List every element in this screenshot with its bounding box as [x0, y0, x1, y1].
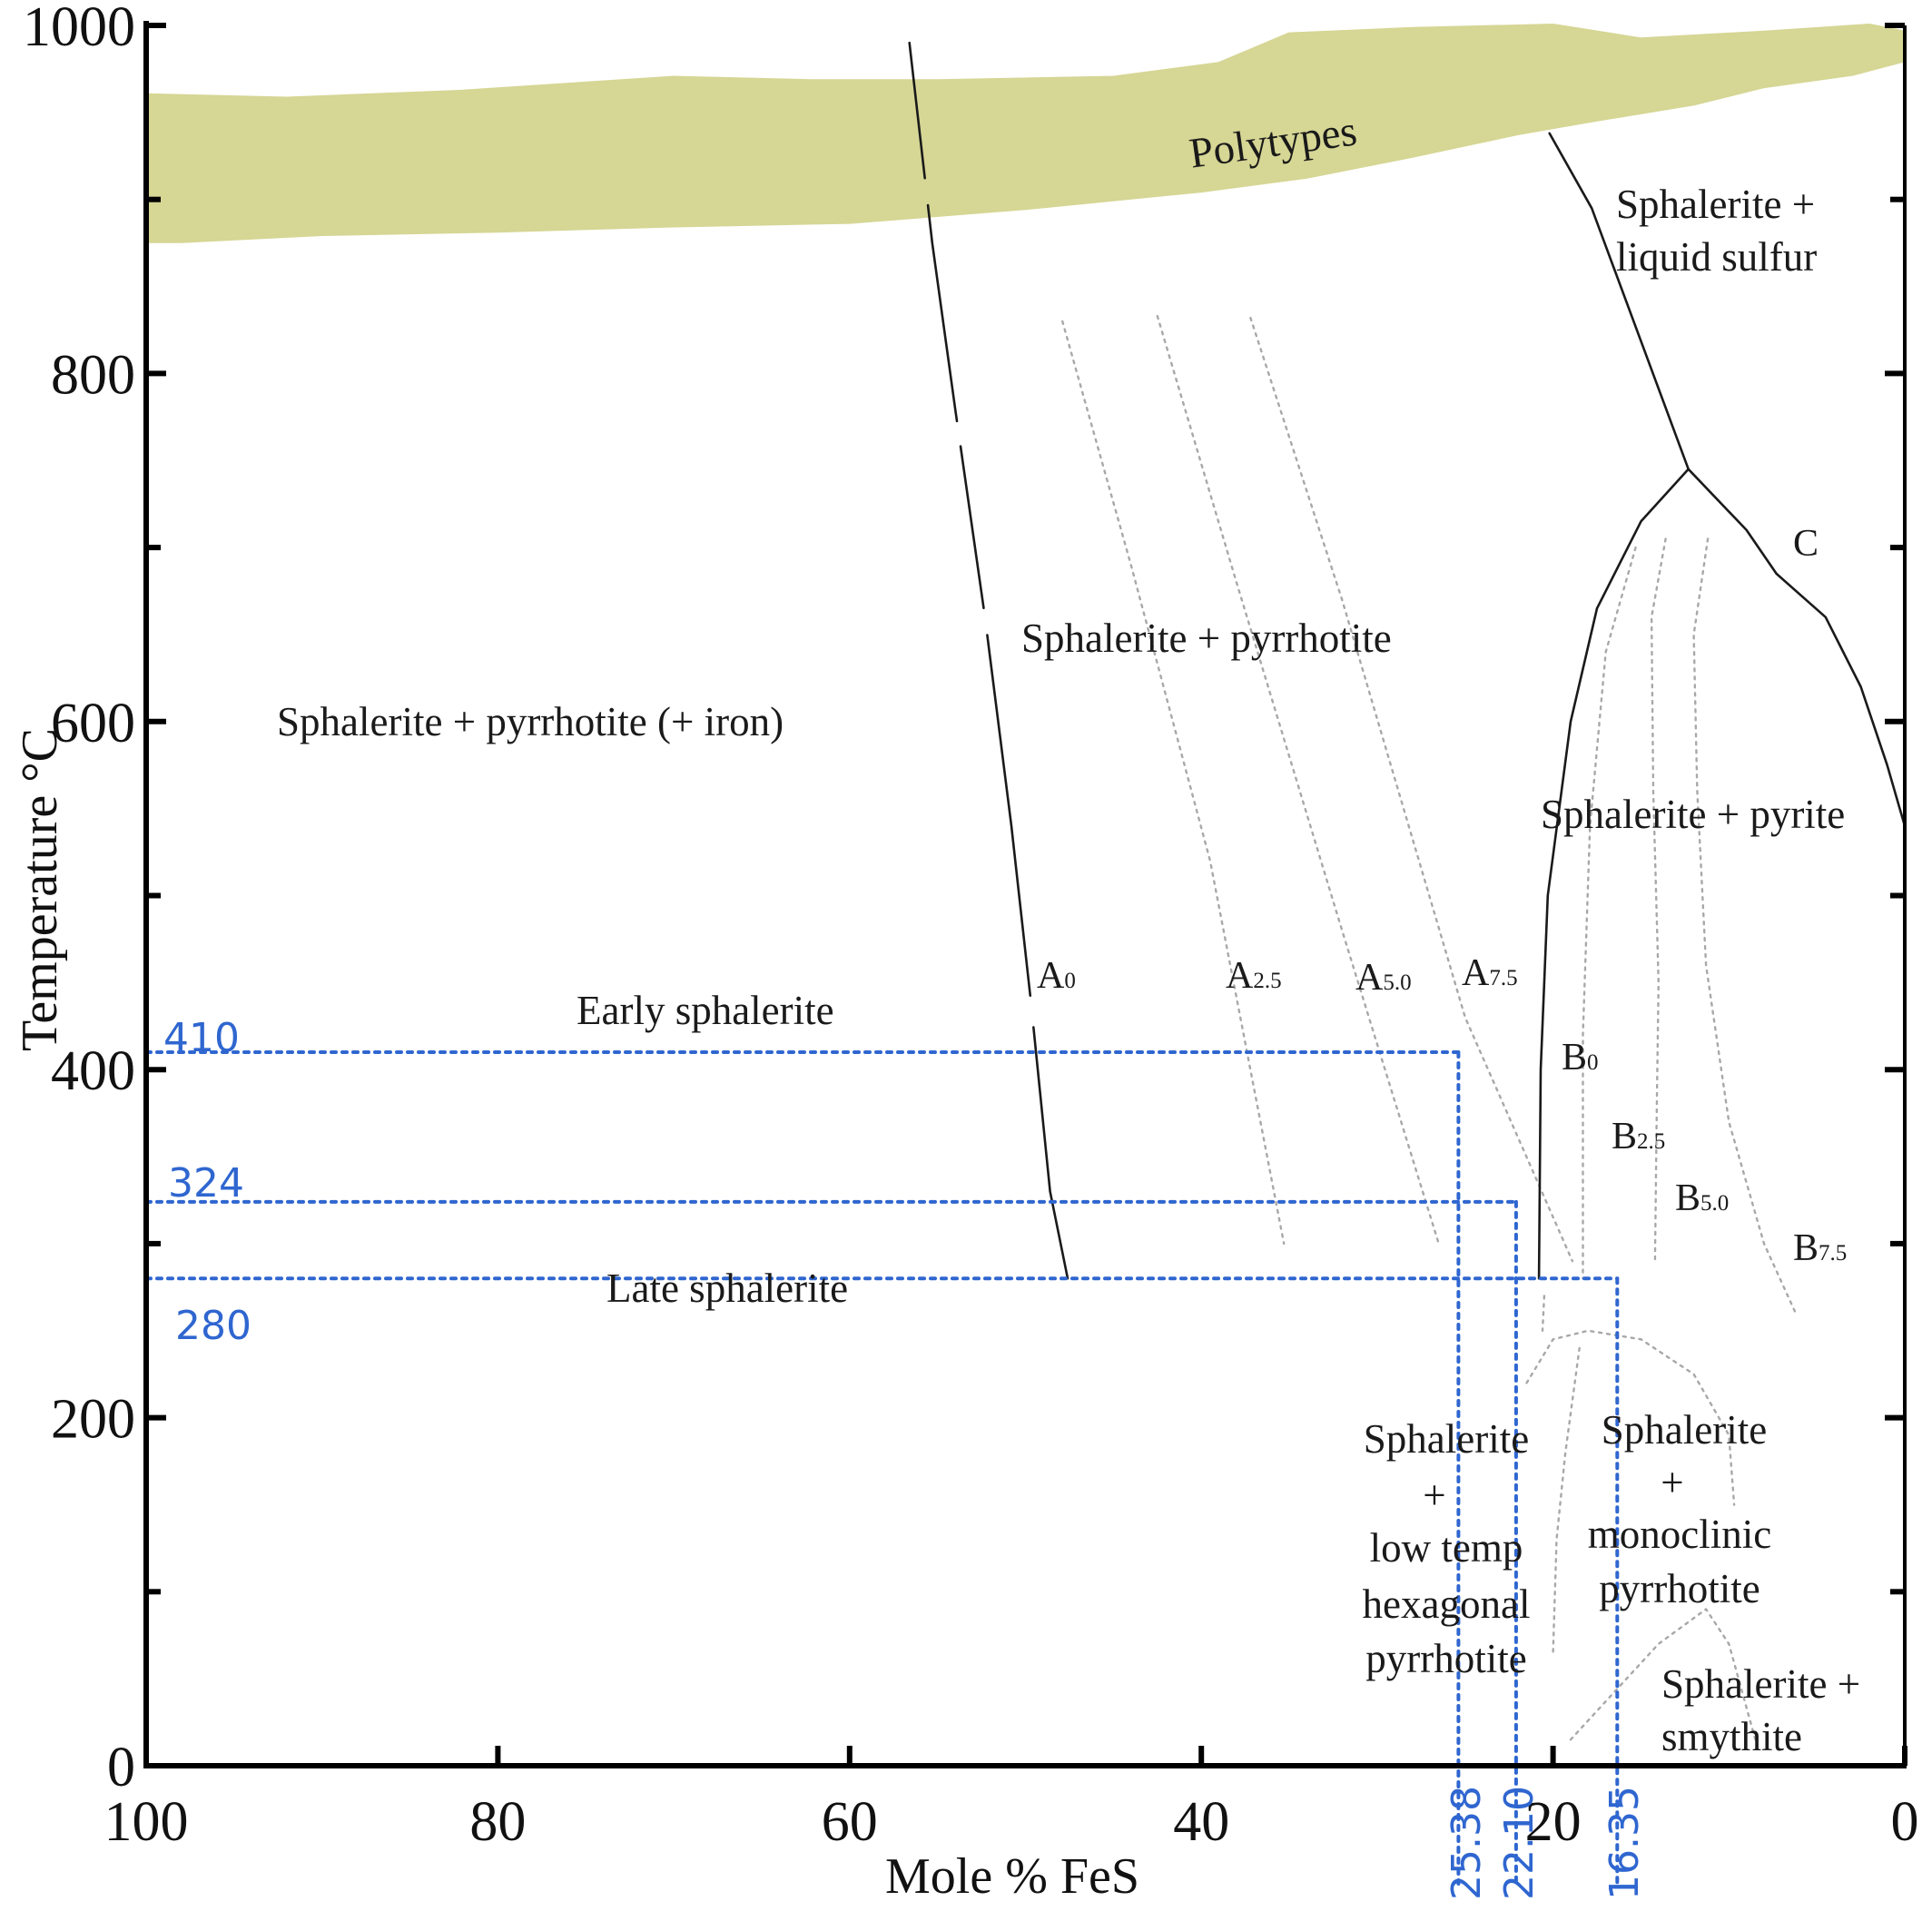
monoclinic-region-label-line2: + [1661, 1460, 1683, 1505]
y-tick-label-600: 600 [51, 693, 135, 754]
monoclinic-region-label-line1: Sphalerite [1602, 1407, 1767, 1453]
curve-b7-5 [1692, 537, 1798, 1315]
hexagonal-region-label-line5: pyrrhotite [1365, 1636, 1526, 1681]
curve-a2-5 [1061, 320, 1286, 1246]
curve-b0-label: B0 [1562, 1037, 1599, 1079]
y-tick-label-400: 400 [51, 1040, 135, 1102]
axis-frame [143, 21, 1907, 1768]
y-tick-label-200: 200 [51, 1389, 135, 1451]
x-axis-title: Mole % FeS [885, 1848, 1139, 1905]
liquid-sulfur-label-line1: Sphalerite + [1616, 182, 1815, 227]
x-tick-label-80: 80 [469, 1791, 526, 1853]
curve-b5-0 [1650, 537, 1667, 1263]
hexagonal-region-label-line2: + [1423, 1473, 1445, 1518]
early-sphalerite-label: Early sphalerite [577, 988, 834, 1033]
curve-b7-5-label: B7.5 [1793, 1227, 1847, 1269]
ref-fes-22-10-label: 22.10 [1496, 1786, 1543, 1900]
curve-a7-5 [1249, 316, 1574, 1263]
late-sphalerite-label: Late sphalerite [606, 1266, 848, 1311]
smythite-region-label-line1: Sphalerite + [1661, 1661, 1860, 1707]
pyrrhotite-region-label: Sphalerite + pyrrhotite [1021, 616, 1392, 661]
hexagonal-region-label-line3: low temp [1370, 1525, 1523, 1571]
hexagonal-region-label-line4: hexagonal [1363, 1581, 1531, 1627]
curve-a7-5-label: A7.5 [1462, 952, 1518, 994]
curve-c-label: C [1793, 523, 1819, 565]
x-tick-label-100: 100 [104, 1791, 189, 1853]
x-tick-label-20: 20 [1525, 1791, 1582, 1853]
ref-temp-324-label: 324 [168, 1160, 244, 1207]
pyrrhotite-iron-region-label: Sphalerite + pyrrhotite (+ iron) [277, 699, 784, 744]
monoclinic-region-label-line4: pyrrhotite [1599, 1566, 1760, 1611]
smythite-region-label-line2: smythite [1661, 1714, 1802, 1759]
curve-c [1548, 132, 1907, 828]
y-tick-label-800: 800 [51, 344, 135, 406]
x-tick-label-40: 40 [1173, 1791, 1229, 1853]
polytypes-band [144, 24, 1907, 243]
hexagonal-region-label-line1: Sphalerite [1364, 1416, 1529, 1462]
ref-fes-16-35-label: 16.35 [1602, 1786, 1648, 1900]
curve-b5-0-label: B5.0 [1675, 1177, 1729, 1219]
curve-a5-0-label: A5.0 [1355, 957, 1412, 999]
phase-curve-layer [908, 41, 1907, 1741]
x-tick-label-60: 60 [822, 1791, 878, 1853]
monoclinic-region-label-line3: monoclinic [1588, 1512, 1771, 1557]
curve-a0 [908, 41, 1070, 1280]
curve-b0 [1537, 468, 1690, 1280]
y-tick-label-0: 0 [107, 1737, 135, 1798]
curve-b2-5 [1582, 546, 1637, 1280]
liquid-sulfur-label-line2: liquid sulfur [1616, 234, 1817, 280]
phase-boundary-10 [1552, 1346, 1581, 1654]
curve-a2-5-label: A2.5 [1226, 955, 1282, 997]
phase-boundary-11 [1541, 1295, 1546, 1332]
phase-boundary-12 [1569, 1608, 1757, 1741]
reference-line-layer [144, 1050, 1620, 1886]
x-tick-label-0: 0 [1891, 1791, 1919, 1853]
y-axis-title: Temperature °C [12, 728, 68, 1051]
phase-boundary-9 [1525, 1329, 1736, 1506]
ref-temp-280-label: 280 [175, 1303, 251, 1349]
y-tick-label-1000: 1000 [23, 0, 135, 58]
curve-a0-label: A0 [1037, 955, 1076, 997]
curve-a5-0 [1156, 314, 1440, 1246]
polytypes-band-layer [144, 24, 1907, 243]
ref-temp-410-label: 410 [163, 1015, 240, 1061]
ref-fes-25-38-label: 25.38 [1444, 1786, 1490, 1900]
curve-b2-5-label: B2.5 [1612, 1116, 1665, 1157]
pyrite-region-label: Sphalerite + pyrite [1541, 792, 1845, 837]
